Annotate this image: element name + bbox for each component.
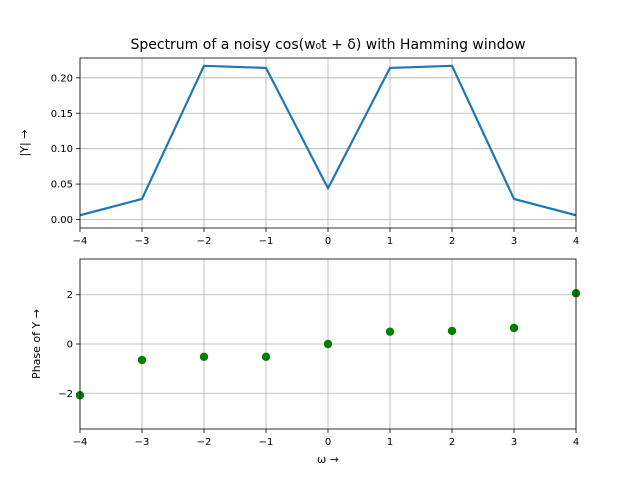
phase-data-point (385, 327, 395, 336)
x-tick-label: 4 (573, 236, 579, 247)
y-tick-label: 0 (67, 340, 73, 351)
plot-frame (79, 258, 577, 430)
x-tick-label: 3 (511, 236, 517, 247)
y-tick-label: 2 (67, 290, 73, 301)
x-tick-label: −2 (197, 437, 212, 448)
y-axis-label: |Y| → (18, 130, 31, 157)
phase-data-point (323, 339, 333, 349)
x-tick-label: 2 (449, 236, 455, 247)
x-tick-label: −1 (259, 437, 274, 448)
x-tick-label: 3 (511, 437, 517, 448)
y-tick-label: −2 (58, 389, 73, 400)
x-tick-label: −4 (73, 236, 88, 247)
y-tick-label: 0.15 (51, 109, 73, 120)
phase-data-point (137, 355, 147, 365)
top-chart-title: Spectrum of a noisy cos(w₀t + δ) with Ha… (130, 37, 525, 53)
x-tick-label: 4 (573, 437, 579, 448)
x-tick-label: 2 (449, 437, 455, 448)
plot-frame (79, 57, 577, 229)
x-tick-label: 0 (325, 437, 331, 448)
x-tick-label: 0 (325, 236, 331, 247)
y-tick-label: 0.00 (51, 215, 73, 226)
x-tick-label: −1 (259, 236, 274, 247)
x-tick-label: 1 (387, 236, 393, 247)
x-tick-label: 1 (387, 437, 393, 448)
y-tick-label: 0.10 (51, 144, 73, 155)
phase-data-point (199, 352, 209, 362)
magnitude-series-line (79, 64, 577, 217)
x-tick-label: −3 (135, 437, 150, 448)
phase-data-point (509, 323, 519, 333)
x-tick-label: −2 (197, 236, 212, 247)
x-axis-label: ω → (317, 453, 339, 466)
y-axis-label: Phase of Y → (30, 309, 43, 379)
phase-data-point (261, 352, 271, 362)
y-tick-label: 0.05 (51, 180, 73, 191)
bottom-plot-phase: −4 −3 −2 −1 0 1 2 3 4 −2 0 2 Phase of Y → ω → (30, 258, 581, 466)
x-tick-label: −3 (135, 236, 150, 247)
x-tick-label: −4 (73, 437, 88, 448)
y-tick-label: 0.20 (51, 73, 73, 84)
phase-data-point (447, 326, 457, 336)
top-plot-spectrum-magnitude: −4 −3 −2 −1 0 1 2 3 4 0.00 0.05 0.10 0.15 0.20 |Y| → (18, 57, 579, 247)
